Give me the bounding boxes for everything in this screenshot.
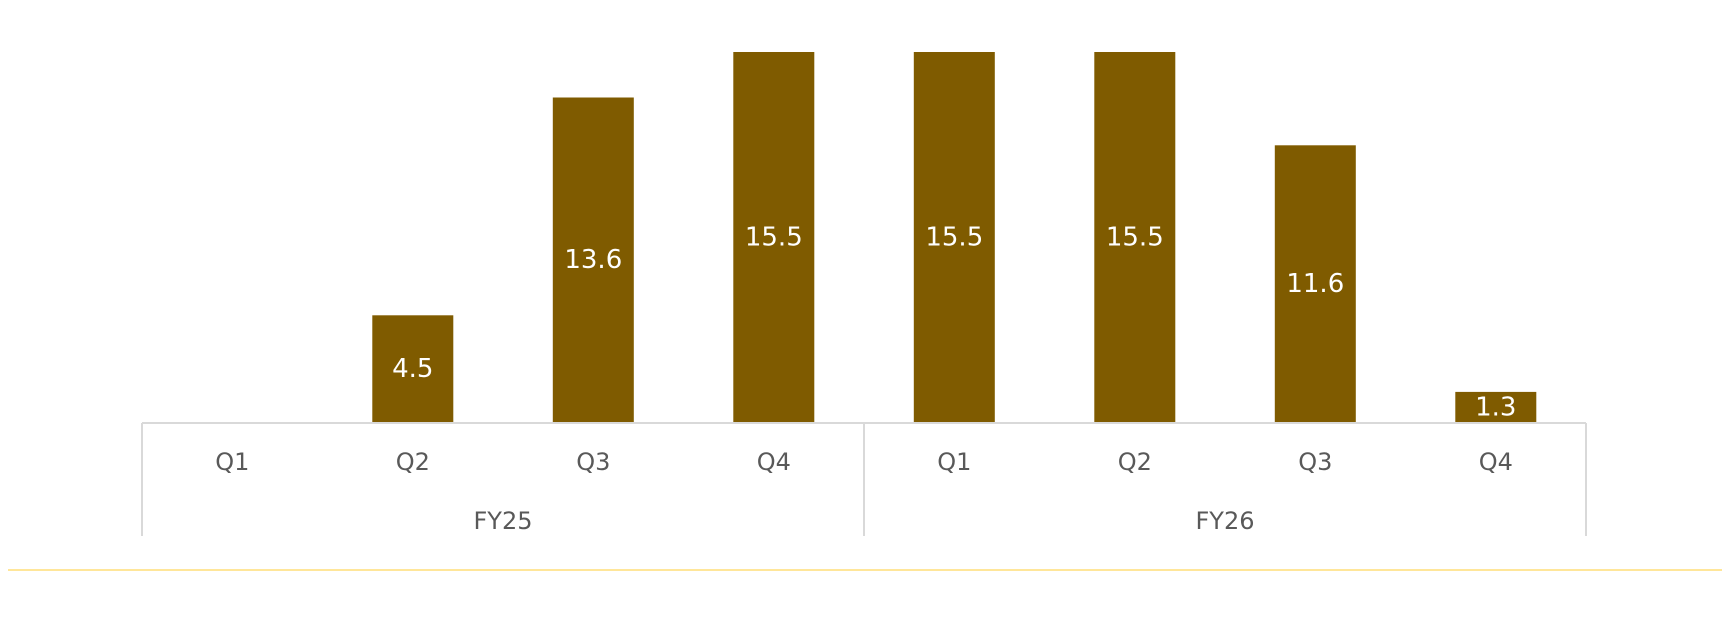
data-label: 15.5 xyxy=(745,223,803,253)
category-tick-label: Q3 xyxy=(576,448,610,476)
category-tick-label: Q2 xyxy=(1118,448,1152,476)
category-tick-label: Q3 xyxy=(1298,448,1332,476)
bar-q4-7 xyxy=(1455,391,1537,423)
category-tick-label: Q4 xyxy=(1479,448,1513,476)
category-tick-label: Q1 xyxy=(215,448,249,476)
bar-q3-6 xyxy=(1274,145,1356,424)
bar-q1-4 xyxy=(913,52,995,423)
data-label: 4.5 xyxy=(392,354,433,384)
data-label: 15.5 xyxy=(925,223,983,253)
category-tick-label: Q1 xyxy=(937,448,971,476)
bar-q4-3 xyxy=(733,52,815,423)
group-label-fy26: FY26 xyxy=(1195,507,1254,535)
data-label: 11.6 xyxy=(1286,269,1344,299)
data-label: 13.6 xyxy=(564,245,622,275)
category-tick-label: Q2 xyxy=(396,448,430,476)
bar-q2-1 xyxy=(372,315,454,423)
axis-labels-layer: Q1 Q2 Q3 Q4 Q1 Q2 Q3 Q4 FY25 FY26 xyxy=(215,448,1513,535)
bar-q3-2 xyxy=(552,97,634,423)
data-label: 1.3 xyxy=(1475,392,1516,422)
category-tick-label: Q4 xyxy=(757,448,791,476)
bar-q2-5 xyxy=(1094,52,1176,423)
data-label: 15.5 xyxy=(1106,223,1164,253)
group-label-fy25: FY25 xyxy=(473,507,532,535)
bars-layer: 4.5 13.6 15.5 15.5 15.5 11.6 1.3 xyxy=(372,52,1537,424)
category-axis xyxy=(141,422,1587,536)
